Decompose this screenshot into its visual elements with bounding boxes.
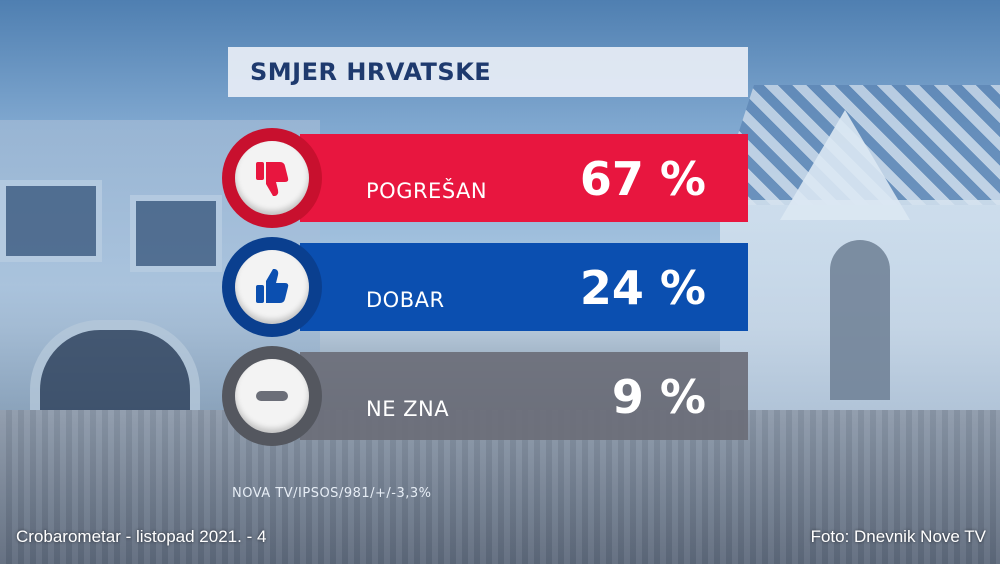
bar-label-1: POGREŠAN xyxy=(366,179,488,203)
photo-credit: Foto: Dnevnik Nove TV xyxy=(810,527,986,546)
bar-3 xyxy=(300,352,748,440)
thumbs-up-icon xyxy=(235,250,309,324)
icon-badge-1 xyxy=(222,128,322,228)
chart-title: SMJER HRVATSKE xyxy=(250,58,492,86)
bar-1 xyxy=(300,134,748,222)
icon-badge-3 xyxy=(222,346,322,446)
source-note: NOVA TV/IPSOS/981/+/-3,3% xyxy=(232,486,432,501)
background-window xyxy=(0,180,102,262)
bar-value-2: 24 % xyxy=(579,261,706,315)
bar-2 xyxy=(300,243,748,331)
minus-icon xyxy=(235,359,309,433)
bar-value-1: 67 % xyxy=(579,152,706,206)
icon-badge-2 xyxy=(222,237,322,337)
bar-value-3: 9 % xyxy=(611,370,706,424)
background-church-door xyxy=(830,240,890,400)
thumbs-down-icon xyxy=(235,141,309,215)
chart-title-box xyxy=(228,47,748,97)
background-window xyxy=(130,195,222,272)
bar-label-3: NE ZNA xyxy=(366,397,450,421)
footer-caption: Crobarometar - listopad 2021. - 4 xyxy=(16,527,267,546)
bar-label-2: DOBAR xyxy=(366,288,445,312)
